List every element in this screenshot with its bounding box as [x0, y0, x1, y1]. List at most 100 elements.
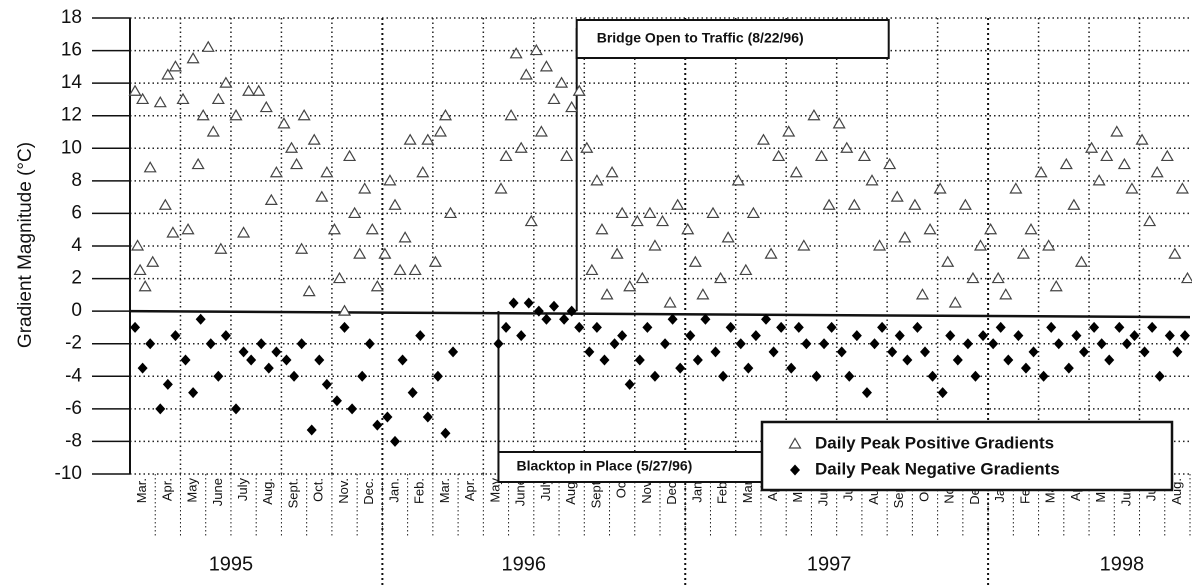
- triangle-marker: [572, 84, 586, 96]
- diamond-marker: [584, 346, 595, 358]
- triangle-marker: [923, 223, 937, 235]
- triangle-marker: [1092, 174, 1106, 186]
- y-axis-label: Gradient Magnitude (°C): [15, 142, 36, 348]
- triangle-marker: [408, 263, 422, 276]
- diamond-marker: [1129, 330, 1140, 342]
- diamond-marker: [937, 387, 948, 399]
- diamond-marker: [1063, 362, 1074, 374]
- y-tick-label: 2: [71, 268, 82, 289]
- triangle-marker: [158, 198, 172, 210]
- x-tick-label: Oct.: [311, 478, 326, 502]
- triangle-marker: [915, 288, 930, 300]
- triangle-marker: [739, 263, 753, 276]
- triangle-marker: [211, 92, 225, 105]
- diamond-marker: [508, 297, 519, 309]
- diamond-marker: [836, 346, 847, 358]
- diamond-marker: [331, 395, 342, 407]
- x-tick-label: June: [210, 478, 225, 506]
- diamond-marker: [238, 346, 249, 358]
- triangle-marker: [615, 206, 629, 219]
- triangle-marker: [648, 239, 662, 251]
- annotation-text: Blacktop in Place (5/27/96): [516, 458, 692, 474]
- diamond-marker: [887, 346, 898, 358]
- triangle-marker: [789, 166, 803, 178]
- triangle-marker: [984, 223, 998, 235]
- legend-marker: [790, 464, 800, 476]
- diamond-marker: [440, 427, 451, 439]
- y-tick-label: 12: [61, 105, 82, 126]
- triangle-marker: [1180, 271, 1192, 284]
- diamond-marker: [137, 362, 148, 374]
- x-tick-label: Sept.: [285, 478, 300, 508]
- x-tick-label: Mar.: [437, 478, 452, 503]
- triangle-marker: [393, 263, 407, 276]
- triangle-marker: [890, 190, 904, 202]
- triangle-marker: [696, 288, 710, 300]
- triangle-marker: [1160, 149, 1174, 162]
- diamond-marker: [945, 330, 956, 342]
- triangle-marker: [277, 117, 291, 129]
- triangle-marker: [214, 242, 228, 254]
- triangle-marker: [756, 133, 771, 145]
- diamond-marker: [541, 313, 552, 325]
- diamond-marker: [718, 370, 729, 382]
- triangle-marker: [782, 125, 796, 137]
- diamond-marker: [1104, 354, 1115, 366]
- triangle-marker: [138, 280, 152, 292]
- diamond-marker: [1089, 321, 1100, 333]
- diamond-marker: [912, 321, 923, 333]
- triangle-marker: [128, 84, 142, 96]
- diamond-marker: [902, 354, 913, 366]
- diamond-marker: [263, 362, 274, 374]
- triangle-marker: [1024, 223, 1038, 235]
- diamond-marker: [1147, 321, 1158, 333]
- triangle-marker: [388, 198, 402, 210]
- triangle-marker: [416, 166, 430, 178]
- triangle-marker: [206, 125, 220, 137]
- year-label: 1997: [807, 553, 852, 575]
- triangle-marker: [999, 288, 1013, 300]
- y-tick-label: 14: [61, 72, 83, 93]
- diamond-marker: [256, 338, 267, 350]
- x-tick-label: Apr.: [462, 478, 477, 501]
- diamond-marker: [978, 330, 989, 342]
- triangle-marker: [688, 255, 702, 267]
- triangle-marker: [590, 174, 604, 186]
- diamond-marker: [894, 330, 905, 342]
- triangle-marker: [610, 247, 624, 259]
- x-tick-label: Nov.: [639, 478, 654, 504]
- triangle-marker: [585, 263, 599, 276]
- diamond-marker: [1003, 354, 1014, 366]
- diamond-marker: [213, 370, 224, 382]
- diamond-marker: [448, 346, 459, 358]
- triangle-marker: [539, 60, 553, 72]
- triangle-marker: [284, 141, 299, 153]
- x-tick-label: July: [235, 478, 250, 502]
- diamond-marker: [493, 338, 504, 350]
- x-tick-label: Apr.: [159, 478, 174, 501]
- diamond-marker: [660, 338, 671, 350]
- triangle-marker: [973, 239, 988, 251]
- triangle-marker: [714, 271, 728, 284]
- triangle-marker: [1168, 247, 1182, 259]
- triangle-marker: [847, 198, 861, 210]
- y-tick-label: 6: [71, 202, 82, 223]
- triangle-marker: [302, 284, 316, 297]
- diamond-marker: [920, 346, 930, 358]
- triangle-marker: [378, 247, 392, 259]
- triangle-marker: [706, 206, 720, 219]
- diamond-marker: [422, 411, 433, 423]
- triangle-marker: [814, 149, 829, 162]
- diamond-marker: [314, 354, 325, 366]
- triangle-marker: [1074, 255, 1089, 267]
- diamond-marker: [617, 330, 628, 342]
- diamond-marker: [296, 338, 307, 350]
- diamond-marker: [415, 330, 426, 342]
- diamond-marker: [634, 354, 645, 366]
- triangle-marker: [1110, 125, 1124, 137]
- diamond-marker: [432, 370, 443, 382]
- x-tick-label: Dec.: [361, 478, 376, 505]
- triangle-marker: [365, 223, 379, 235]
- x-tick-label: Nov.: [336, 478, 351, 504]
- triangle-marker: [580, 141, 594, 153]
